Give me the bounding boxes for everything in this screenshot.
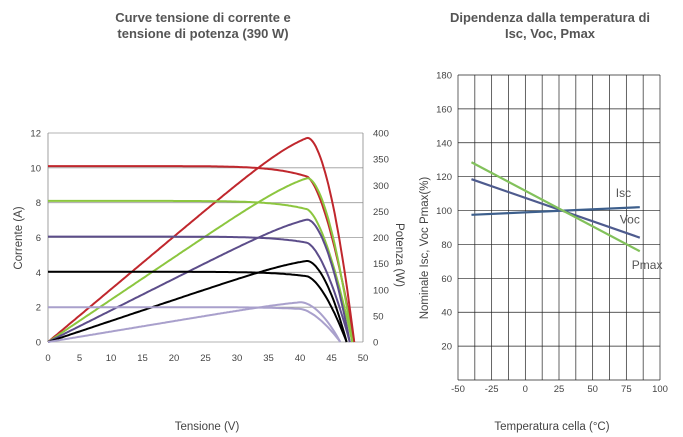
right-x-tick-label: 0 — [523, 384, 528, 395]
right-y-tick-label: 80 — [441, 240, 452, 251]
temp-series-label: Pmax — [632, 258, 663, 272]
left-y-tick-label: 6 — [36, 233, 41, 244]
left-x-tick-label: 30 — [232, 353, 243, 364]
iv-curve — [48, 199, 354, 343]
right-y-tick-label: 100 — [436, 206, 452, 217]
left-y2-tick-label: 200 — [373, 233, 389, 244]
left-y2-tick-label: 100 — [373, 285, 389, 296]
left-x-tick-label: 10 — [106, 353, 117, 364]
left-chart-title-line: tensione di potenza (390 W) — [117, 26, 288, 41]
right-x-axis-label: Temperatura cella (°C) — [494, 421, 609, 433]
left-y-tick-label: 10 — [30, 163, 41, 174]
left-y-tick-label: 8 — [36, 198, 41, 209]
left-y2-tick-label: 350 — [373, 155, 389, 166]
left-x-axis-label: Tensione (V) — [175, 421, 240, 433]
pv-curve — [47, 136, 356, 343]
temp-series-line — [471, 178, 641, 239]
left-x-tick-label: 0 — [45, 353, 50, 364]
right-y-tick-label: 60 — [441, 274, 452, 285]
right-y-axis-label: Nominale Isc, Voc Pmax(%) — [419, 177, 431, 320]
temp-series-line — [470, 161, 641, 253]
right-chart-title-line: Isc, Voc, Pmax — [505, 26, 596, 41]
left-chart-title-line: Curve tensione di corrente e — [115, 10, 291, 25]
left-y-tick-label: 4 — [36, 268, 41, 279]
left-y2-axis-label: Potenza (W) — [393, 223, 405, 287]
iv-curve — [48, 165, 356, 343]
left-x-tick-label: 5 — [77, 353, 82, 364]
left-y2-tick-label: 150 — [373, 259, 389, 270]
right-x-tick-label: -50 — [451, 384, 465, 395]
right-x-tick-label: -25 — [485, 384, 499, 395]
left-x-tick-label: 25 — [200, 353, 211, 364]
pv-curve — [47, 260, 348, 343]
pv-curve — [47, 218, 351, 343]
right-y-tick-label: 140 — [436, 138, 452, 149]
right-chart-title-line: Dipendenza dalla temperatura di — [450, 10, 650, 25]
left-x-tick-label: 15 — [137, 353, 148, 364]
right-y-tick-label: 160 — [436, 104, 452, 115]
left-y2-tick-label: 50 — [373, 311, 384, 322]
left-y2-tick-label: 300 — [373, 181, 389, 192]
left-y2-tick-label: 0 — [373, 338, 378, 349]
left-y-axis-label: Corrente (A) — [13, 206, 25, 269]
left-y-tick-label: 0 — [36, 338, 41, 349]
left-x-tick-label: 20 — [169, 353, 180, 364]
right-x-tick-label: 25 — [554, 384, 565, 395]
temp-series-label: Isc — [616, 186, 631, 200]
iv-curve — [48, 306, 342, 343]
right-x-tick-label: 75 — [621, 384, 632, 395]
left-x-tick-label: 50 — [358, 353, 369, 364]
left-y2-tick-label: 250 — [373, 207, 389, 218]
iv-curve — [48, 235, 351, 343]
pv-curve — [47, 301, 342, 343]
temp-series-line — [471, 206, 640, 216]
left-x-tick-label: 35 — [263, 353, 274, 364]
temp-series-label: Voc — [620, 213, 640, 227]
right-y-tick-label: 40 — [441, 308, 452, 319]
left-x-tick-label: 45 — [326, 353, 337, 364]
right-x-tick-label: 50 — [587, 384, 598, 395]
left-y2-tick-label: 400 — [373, 129, 389, 140]
left-y-tick-label: 2 — [36, 303, 41, 314]
right-y-tick-label: 120 — [436, 172, 452, 183]
left-x-tick-label: 40 — [295, 353, 306, 364]
iv-curve — [48, 270, 348, 343]
right-x-tick-label: 100 — [652, 384, 668, 395]
right-y-tick-label: 20 — [441, 342, 452, 353]
left-y-tick-label: 12 — [30, 129, 41, 140]
right-y-tick-label: 180 — [436, 71, 452, 82]
